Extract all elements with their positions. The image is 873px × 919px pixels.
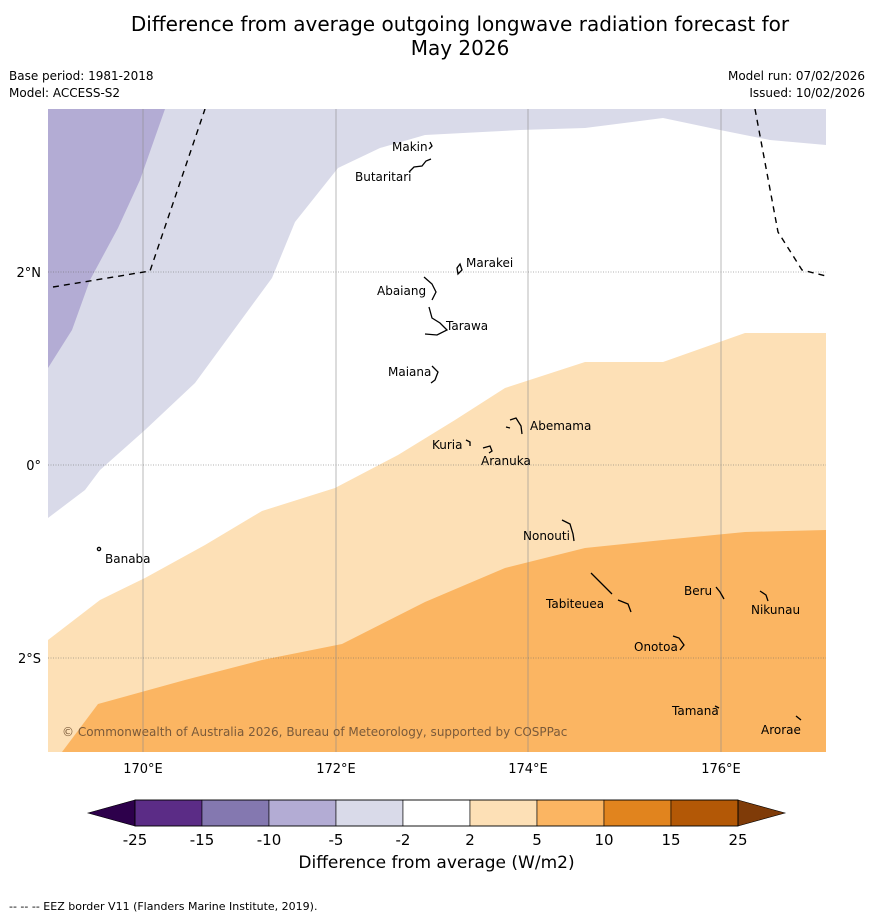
colorbar-high-extend	[737, 799, 787, 827]
colorbar-tick-label: -25	[123, 831, 148, 849]
lon-label-170: 170°E	[123, 762, 163, 777]
place-label-butaritari: Butaritari	[355, 170, 412, 184]
colorbar: -25 -15 -10 -5 -2 2 5 10 15 25	[86, 799, 787, 849]
place-label-aranuka: Aranuka	[481, 454, 531, 468]
lon-label-174: 174°E	[508, 762, 548, 777]
meta-right: Model run: 07/02/2026 Issued: 10/02/2026	[728, 68, 865, 102]
meta-left: Base period: 1981-2018 Model: ACCESS-S2	[9, 68, 154, 102]
base-period: Base period: 1981-2018	[9, 69, 154, 83]
island-banaba	[96, 546, 102, 552]
island-nikunau	[759, 590, 769, 602]
olr-region-neg-5-to-2-west	[48, 109, 826, 518]
copyright-text: © Commonwealth of Australia 2026, Bureau…	[62, 725, 567, 739]
island-beru	[715, 586, 725, 600]
lon-label-176: 176°E	[701, 762, 741, 777]
colorbar-box-8	[670, 799, 739, 827]
island-aranuka	[482, 445, 493, 454]
colorbar-box-3	[335, 799, 404, 827]
colorbar-box-6	[536, 799, 605, 827]
island-onotoa	[672, 635, 685, 651]
eez-footer-note: -- -- -- EEZ border V11 (Flanders Marine…	[9, 900, 318, 913]
island-tamana	[714, 705, 720, 709]
island-outlines	[96, 141, 802, 721]
colorbar-outline	[134, 799, 739, 827]
colorbar-low-extend	[86, 799, 136, 827]
island-maiana	[430, 365, 439, 384]
place-label-tabiteuea: Tabiteuea	[545, 597, 604, 611]
place-label-nonouti: Nonouti	[523, 529, 570, 543]
place-label-abemama: Abemama	[530, 419, 591, 433]
colorbar-box-2	[268, 799, 337, 827]
place-label-nikunau: Nikunau	[751, 603, 800, 617]
island-butaritari	[408, 158, 432, 173]
colorbar-tick-label: -2	[396, 831, 411, 849]
place-label-tamana: Tamana	[671, 704, 719, 718]
place-label-kuria: Kuria	[432, 438, 463, 452]
place-label-beru: Beru	[684, 584, 712, 598]
colorbar-box-0	[134, 799, 203, 827]
colorbar-box-7	[603, 799, 672, 827]
place-label-tarawa: Tarawa	[445, 319, 488, 333]
lat-label-0: 0°	[26, 459, 41, 474]
lat-label-2s: 2°S	[18, 652, 41, 667]
colorbar-tick-label: 5	[532, 831, 542, 849]
colorbar-box-4	[402, 799, 471, 827]
colorbar-title: Difference from average (W/m2)	[298, 853, 575, 873]
lat-label-2n: 2°N	[17, 266, 42, 281]
island-nonouti	[561, 519, 575, 542]
lon-label-172: 172°E	[316, 762, 356, 777]
model-run: Model run: 07/02/2026	[727, 69, 865, 83]
model-name: Model: ACCESS-S2	[9, 86, 121, 100]
colorbar-boxes	[134, 799, 739, 827]
place-label-maiana: Maiana	[388, 365, 431, 379]
colorbar-tick-label: 25	[728, 831, 747, 849]
place-label-banaba: Banaba	[105, 552, 151, 566]
colorbar-tick-label: -15	[190, 831, 215, 849]
island-marakei	[456, 262, 463, 276]
place-label-marakei: Marakei	[466, 256, 513, 270]
lon-axis-labels: 170°E 172°E 174°E 176°E	[123, 762, 741, 777]
title-line-2: May 2026	[410, 36, 510, 60]
colorbar-ticks: -25 -15 -10 -5 -2 2 5 10 15 25	[123, 831, 748, 849]
colorbar-tick-label: 15	[661, 831, 680, 849]
issued-date: Issued: 10/02/2026	[749, 86, 865, 100]
lat-axis-labels: 2°N 0° 2°S	[17, 266, 42, 667]
olr-region-5-to-10	[62, 530, 826, 752]
place-label-makin: Makin	[392, 140, 428, 154]
island-abaiang	[423, 276, 437, 301]
chart-title: Difference from average outgoing longwav…	[0, 12, 873, 60]
colorbar-tick-label: 10	[594, 831, 613, 849]
colorbar-tick-label: 2	[465, 831, 475, 849]
place-label-abaiang: Abaiang	[377, 284, 426, 298]
island-makin	[428, 141, 433, 150]
island-tarawa	[424, 306, 449, 336]
place-labels: Makin Butaritari Marakei Abaiang Tarawa …	[105, 140, 801, 737]
colorbar-tick-label: -5	[329, 831, 344, 849]
place-label-onotoa: Onotoa	[634, 640, 678, 654]
map-area: Makin Butaritari Marakei Abaiang Tarawa …	[48, 109, 826, 752]
lat-gridlines	[48, 271, 826, 659]
island-arorae	[795, 715, 802, 721]
olr-region-neg-10-to-5	[48, 109, 165, 368]
eez-border	[52, 109, 826, 288]
colorbar-box-1	[201, 799, 270, 827]
island-kuria	[465, 439, 471, 446]
lon-gridlines	[142, 109, 722, 752]
island-tabiteuea	[590, 572, 632, 613]
title-line-1: Difference from average outgoing longwav…	[130, 12, 790, 36]
colorbar-box-5	[469, 799, 538, 827]
island-abemama	[505, 417, 523, 435]
place-label-arorae: Arorae	[761, 723, 801, 737]
colorbar-tick-label: -10	[257, 831, 282, 849]
